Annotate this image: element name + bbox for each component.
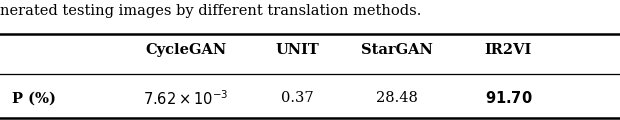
Text: nerated testing images by different translation methods.: nerated testing images by different tran…: [0, 4, 422, 18]
Text: CycleGAN: CycleGAN: [145, 43, 227, 57]
Text: $\mathbf{91.70}$: $\mathbf{91.70}$: [485, 90, 532, 106]
Text: 28.48: 28.48: [376, 91, 418, 105]
Text: P (%): P (%): [12, 91, 56, 105]
Text: $7.62 \times 10^{-3}$: $7.62 \times 10^{-3}$: [143, 89, 229, 108]
Text: IR2VI: IR2VI: [485, 43, 532, 57]
Text: UNIT: UNIT: [276, 43, 319, 57]
Text: 0.37: 0.37: [281, 91, 314, 105]
Text: StarGAN: StarGAN: [361, 43, 433, 57]
